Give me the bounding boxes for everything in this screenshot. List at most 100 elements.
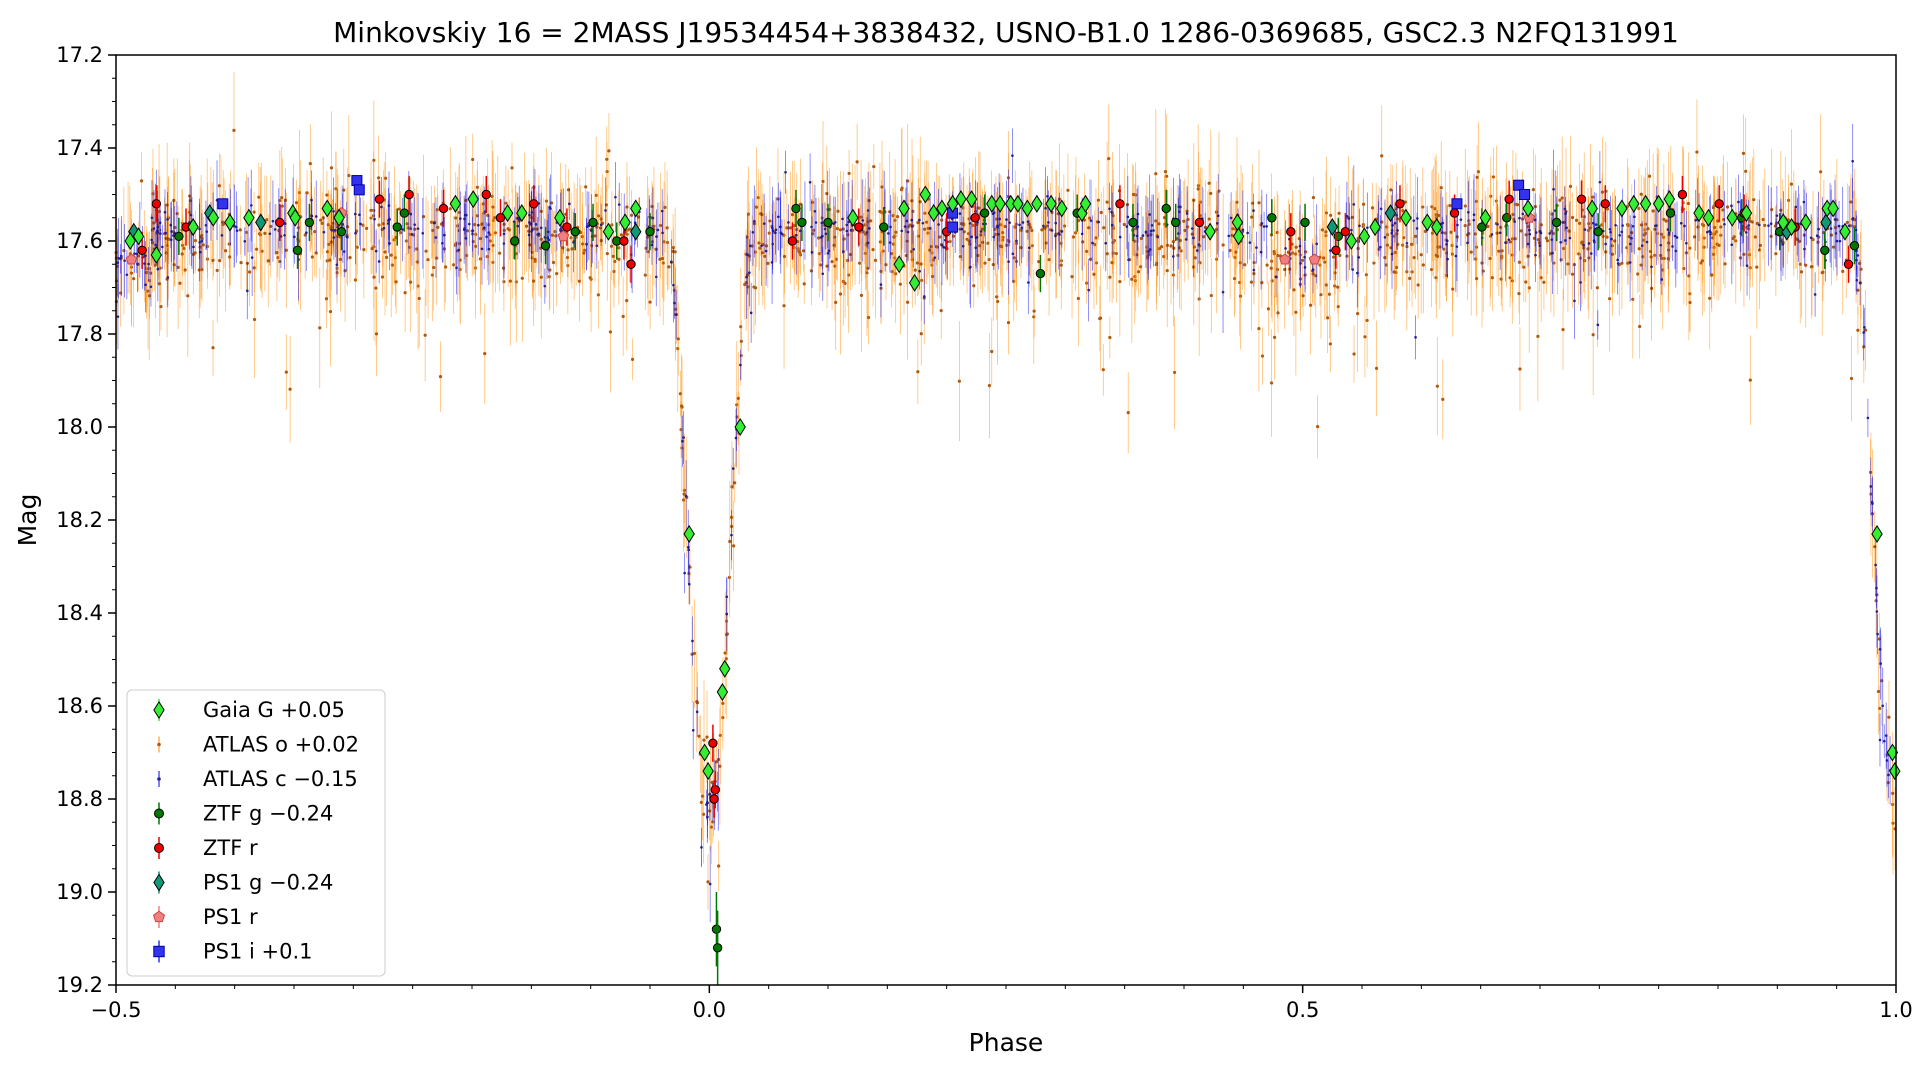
data-point bbox=[879, 283, 883, 286]
data-point bbox=[1580, 240, 1584, 244]
data-point bbox=[321, 216, 325, 220]
data-point bbox=[1274, 275, 1278, 279]
data-point bbox=[1496, 222, 1499, 226]
data-point bbox=[471, 157, 475, 162]
data-point bbox=[200, 239, 204, 243]
data-point bbox=[1827, 199, 1839, 218]
data-point bbox=[604, 209, 607, 212]
data-point bbox=[757, 241, 761, 245]
data-point bbox=[397, 207, 401, 211]
data-point bbox=[1616, 262, 1620, 265]
data-point bbox=[1748, 219, 1752, 223]
data-point bbox=[1748, 378, 1752, 382]
data-point bbox=[1524, 280, 1528, 284]
data-point bbox=[554, 208, 566, 227]
data-point bbox=[1664, 219, 1668, 223]
data-point bbox=[1234, 250, 1238, 254]
y-tick-label: 19.2 bbox=[56, 973, 103, 997]
data-point bbox=[958, 212, 962, 215]
data-point bbox=[557, 230, 570, 242]
data-point bbox=[424, 249, 428, 253]
data-point bbox=[353, 212, 357, 216]
data-point bbox=[1284, 247, 1287, 250]
data-point bbox=[224, 249, 228, 253]
data-point bbox=[510, 166, 514, 170]
data-point bbox=[1161, 203, 1171, 214]
data-point bbox=[1858, 281, 1862, 284]
data-point bbox=[915, 261, 920, 265]
data-point bbox=[348, 255, 352, 260]
data-point bbox=[602, 222, 615, 241]
data-point bbox=[1568, 236, 1572, 240]
data-point bbox=[797, 217, 807, 228]
data-point bbox=[377, 223, 381, 227]
data-point bbox=[180, 252, 184, 256]
y-tick-label: 18.4 bbox=[56, 601, 103, 625]
data-point bbox=[1252, 268, 1256, 272]
y-axis-label: Mag bbox=[13, 494, 42, 547]
data-point bbox=[1714, 199, 1724, 209]
data-point bbox=[1504, 241, 1507, 244]
data-point bbox=[373, 217, 376, 221]
data-point bbox=[156, 267, 160, 271]
data-point bbox=[1141, 234, 1145, 237]
data-point bbox=[961, 244, 965, 248]
data-point bbox=[1081, 240, 1085, 244]
data-point bbox=[374, 194, 385, 204]
data-point bbox=[146, 289, 150, 293]
data-point bbox=[920, 278, 924, 282]
data-point bbox=[1551, 217, 1562, 228]
data-point bbox=[156, 231, 160, 234]
data-point bbox=[1060, 230, 1064, 233]
data-point bbox=[1767, 224, 1770, 227]
data-point bbox=[1490, 233, 1494, 236]
data-point bbox=[619, 236, 629, 246]
data-point bbox=[584, 185, 588, 189]
data-point bbox=[467, 190, 479, 209]
data-point bbox=[1311, 195, 1316, 200]
data-point bbox=[1675, 236, 1679, 239]
data-point bbox=[992, 211, 996, 214]
data-point bbox=[710, 785, 720, 795]
data-point bbox=[1815, 234, 1819, 238]
data-point bbox=[1781, 243, 1785, 246]
data-point bbox=[463, 217, 466, 221]
data-point bbox=[1702, 245, 1706, 249]
legend-marker bbox=[154, 808, 164, 819]
legend-label: PS1 i +0.1 bbox=[203, 940, 313, 964]
data-point bbox=[1430, 231, 1435, 235]
data-point bbox=[1545, 239, 1550, 243]
data-point bbox=[1005, 218, 1008, 221]
data-point bbox=[1443, 231, 1447, 235]
data-point bbox=[1337, 211, 1341, 215]
data-point bbox=[912, 247, 915, 251]
data-point bbox=[122, 249, 126, 253]
data-point bbox=[1709, 232, 1712, 236]
data-point bbox=[1091, 241, 1094, 245]
data-point bbox=[275, 217, 285, 228]
data-point bbox=[916, 370, 920, 374]
data-point bbox=[345, 235, 348, 238]
data-point bbox=[266, 259, 270, 263]
data-point bbox=[733, 481, 737, 485]
data-point bbox=[1626, 261, 1630, 265]
data-point bbox=[207, 208, 219, 227]
data-point bbox=[845, 223, 849, 227]
data-point bbox=[551, 260, 556, 265]
data-point bbox=[1201, 235, 1206, 239]
data-point bbox=[596, 214, 601, 218]
data-point bbox=[900, 229, 904, 233]
data-point bbox=[1665, 208, 1676, 218]
data-point bbox=[491, 205, 495, 209]
data-point bbox=[979, 208, 990, 218]
data-point bbox=[894, 272, 898, 276]
data-point bbox=[898, 282, 902, 286]
data-point bbox=[1562, 246, 1566, 251]
data-point bbox=[1866, 416, 1870, 420]
data-point bbox=[1558, 198, 1562, 202]
data-point bbox=[382, 226, 386, 230]
data-point bbox=[1538, 230, 1542, 233]
data-point bbox=[124, 231, 136, 251]
data-point bbox=[172, 198, 176, 202]
data-point bbox=[987, 383, 992, 388]
